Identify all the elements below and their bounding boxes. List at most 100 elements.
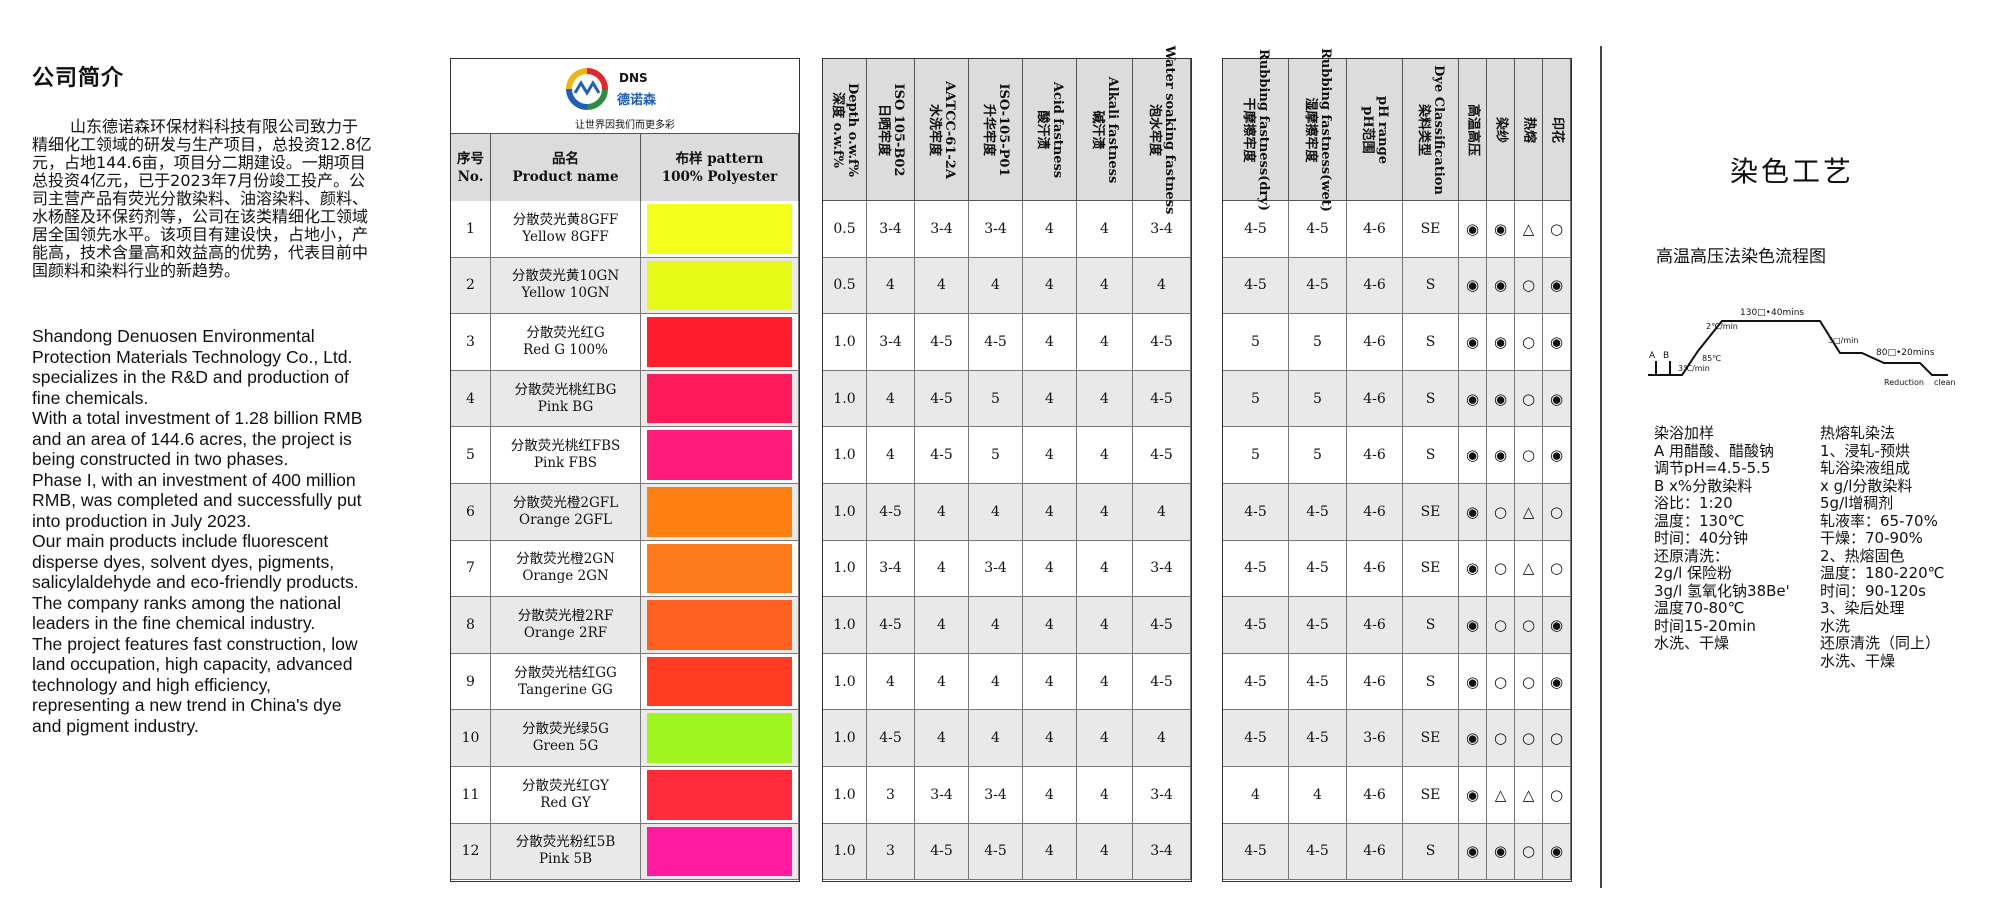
cell-product: 分散荧光橙2GFL Orange 2GFL [491,484,641,540]
header-text: Dye Classification [1430,65,1446,195]
cell-water: 3-4 [1133,767,1191,823]
cell-suitability: ◉ [1543,597,1571,653]
cell-suitability: ○ [1487,597,1515,653]
cell-suitability: ◉ [1459,314,1487,370]
cell-water: 4 [1133,257,1191,314]
table-row: 1.0 4 4-5 5 4 4 4-5 [823,427,1191,484]
header-text: 碱汗渍 [1089,110,1105,150]
cell-ph: 4-6 [1347,484,1403,540]
cell-rub_dry: 4-5 [1223,653,1289,710]
cell-sublim: 5 [969,370,1023,427]
brand-logo: DNS 德诺森 让世界因我们而更多彩 [451,59,799,133]
cell-suitability: △ [1487,767,1515,823]
recipe-line: 温度：180-220℃ [1820,564,1945,582]
product-name-zh: 分散荧光橙2GN [516,551,615,568]
cell-rub_dry: 5 [1223,427,1289,483]
cell-water: 4 [1133,710,1191,766]
table-row: 2 分散荧光黄10GN Yellow 10GN [451,257,799,315]
cell-alkali: 4 [1077,427,1133,483]
header-text: pH范围 [1359,106,1375,154]
logo-slogan: 让世界因我们而更多彩 [575,120,675,131]
cell-suitability: ◉ [1487,823,1515,880]
cell-acid: 4 [1023,823,1077,880]
cell-water: 4-5 [1133,427,1191,483]
cell-acid: 4 [1023,597,1077,653]
cell-water: 3-4 [1133,540,1191,597]
curve-label-reduction: Reduction [1884,378,1924,387]
cell-rub_wet: 4-5 [1289,597,1347,653]
color-swatch [647,656,792,707]
header-text: ISO 105-B02 [890,83,906,177]
cell-type: SE [1403,540,1459,597]
table-row: 4-5 4-5 4-6 S ◉ ○ ○ ◉ [1223,653,1571,711]
intro-en-para: The company ranks among the national lea… [32,592,342,634]
cell-pattern [641,597,799,653]
cell-type: SE [1403,201,1459,257]
cell-suitability: △ [1515,767,1543,823]
cell-depth: 1.0 [823,484,867,540]
recipe-line: 干燥：70-90% [1820,529,1923,547]
header-product: 品名 Product name [491,133,641,201]
header-rub_wet: Rubbing fastness(wet) 湿摩擦牢度 [1289,48,1347,212]
table-row: 4-5 4-5 4-6 SE ◉ ◉ △ ○ [1223,201,1571,258]
header-text: AATCC-61-2A [941,81,957,179]
cell-rub_wet: 4-5 [1289,653,1347,710]
cell-rub_dry: 5 [1223,370,1289,427]
color-swatch [647,600,792,650]
recipe-line: 温度：130℃ [1654,511,1745,530]
cell-suitability: ◉ [1459,370,1487,427]
cell-suitability: ◉ [1543,257,1571,314]
cell-suitability: ○ [1543,540,1571,597]
cell-rub_dry: 4-5 [1223,201,1289,257]
cell-alkali: 4 [1077,540,1133,597]
color-swatch [647,487,792,537]
table-row: 4-5 4-5 4-6 S ◉ ◉ ○ ◉ [1223,823,1571,881]
cell-ph: 4-6 [1347,597,1403,653]
header-text: pH range [1374,96,1390,164]
cell-water: 3-4 [1133,201,1191,257]
cell-suitability: ◉ [1543,823,1571,880]
cell-suitability: ◉ [1543,427,1571,483]
recipe-line: B x%分散染料 [1654,476,1753,495]
product-name-en: Yellow 8GFF [522,228,609,245]
recipe-line: 轧浴染液组成 [1820,459,1911,477]
product-table: 1 分散荧光黄8GFF Yellow 8GFF 2 分散荧光黄10GN Yellow 10… [450,46,1572,882]
color-swatch [647,430,792,480]
cell-product: 分散荧光红GY Red GY [491,767,641,823]
cell-acid: 4 [1023,484,1077,540]
cell-pattern [641,710,799,766]
cell-wash: 4 [915,484,969,540]
product-name-en: Orange 2RF [523,624,608,641]
header-text: Rubbing fastness(dry) [1255,49,1271,211]
cell-rub_dry: 4-5 [1223,823,1289,880]
header-text: Rubbing fastness(wet) [1317,48,1333,212]
section-divider [1600,46,1602,888]
cell-pattern [641,314,799,370]
recipe-line: 水洗、干燥 [1654,634,1730,652]
header-text: Depth o.w.f% [844,83,860,177]
cell-acid: 4 [1023,370,1077,427]
header-text: 深度 o.w.f% [829,92,845,168]
cell-pattern [641,201,799,257]
intro-en-para: Shandong Denuosen Environmental Protecti… [32,326,353,408]
cell-acid: 4 [1023,767,1077,823]
cell-pattern [641,767,799,823]
header-text: 泡水牢度 [1146,103,1162,157]
cell-product: 分散荧光桃红FBS Pink FBS [491,427,641,483]
table-row: 4-5 4-5 4-6 SE ◉ ○ △ ○ [1223,484,1571,541]
cell-suitability: ◉ [1459,201,1487,257]
color-swatch [647,770,792,820]
cell-no: 9 [451,653,491,710]
cell-pattern [641,823,799,880]
cell-acid: 4 [1023,710,1077,766]
cell-suitability: △ [1515,484,1543,540]
recipe-line: 3、染后处理 [1820,599,1905,617]
cell-type: S [1403,370,1459,427]
product-name-zh: 分散荧光红G [526,324,605,341]
cell-no: 5 [451,427,491,483]
cell-acid: 4 [1023,427,1077,483]
header-text: ISO-105-P01 [995,83,1011,177]
header-text: Water soaking fastness [1161,45,1177,215]
cell-product: 分散荧光黄10GN Yellow 10GN [491,257,641,314]
cell-wash: 4 [915,597,969,653]
